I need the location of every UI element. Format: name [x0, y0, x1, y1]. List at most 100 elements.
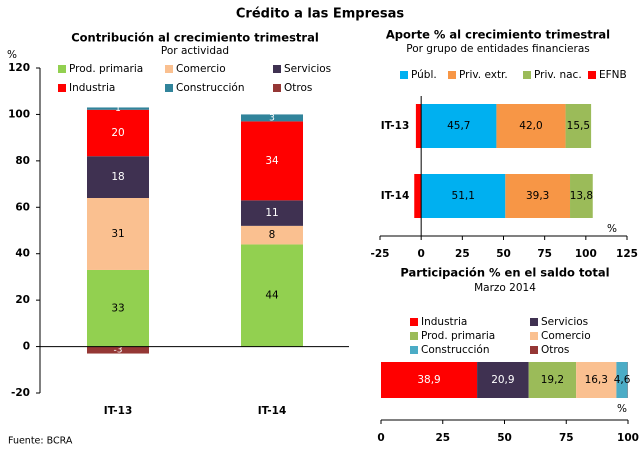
- bar-segment: [241, 121, 303, 201]
- data-label: 15,5: [567, 120, 590, 132]
- x-tick-label: 75: [559, 432, 574, 444]
- x-tick-label: 125: [616, 248, 638, 260]
- bar-segment: [241, 114, 303, 122]
- legend-swatch: [410, 318, 418, 326]
- x-tick-label: 75: [537, 248, 552, 260]
- legend-label: Priv. nac.: [534, 69, 582, 81]
- legend-label: Prod. primaria: [69, 63, 143, 75]
- legend-label: Priv. extr.: [459, 69, 508, 81]
- legend-label: Otros: [541, 344, 569, 356]
- legend-swatch: [165, 65, 173, 73]
- data-label: 39,3: [526, 190, 549, 202]
- chart-subtitle: Por grupo de entidades financieras: [406, 43, 589, 55]
- chart-subtitle: Marzo 2014: [474, 282, 536, 294]
- x-tick-label: IT-13: [104, 405, 133, 417]
- data-label: 44: [265, 290, 279, 302]
- bar-segment: [414, 174, 422, 218]
- bar-segment: [241, 200, 303, 226]
- y-tick-label: 20: [15, 294, 30, 306]
- legend-label: Comercio: [541, 330, 591, 342]
- y-tick-label: 40: [15, 248, 30, 260]
- y-tick-label: 80: [15, 155, 30, 167]
- data-label: -3: [114, 346, 123, 356]
- x-axis-label: %: [617, 403, 627, 415]
- data-label: 4,6: [614, 374, 631, 386]
- x-tick-label: 0: [377, 432, 384, 444]
- chart-subtitle: Por actividad: [161, 45, 229, 57]
- data-label: 8: [269, 229, 276, 241]
- x-tick-label: 25: [435, 432, 450, 444]
- legend-swatch: [530, 346, 538, 354]
- legend-swatch: [410, 346, 418, 354]
- data-label: 13,8: [570, 190, 593, 202]
- bar-segment: [241, 244, 303, 347]
- source: Fuente: BCRA: [8, 436, 73, 447]
- legend-label: Servicios: [541, 316, 588, 328]
- legend-label: Otros: [284, 82, 312, 94]
- legend-label: Construcción: [176, 82, 245, 94]
- bar-segment: [87, 109, 149, 157]
- y-tick-label: 120: [8, 62, 30, 74]
- bar-segment: [87, 107, 149, 110]
- y-tick-label: 100: [8, 108, 30, 120]
- data-label: 31: [111, 228, 124, 240]
- data-label: 19,2: [541, 374, 564, 386]
- x-tick-label: 0: [418, 248, 425, 260]
- data-label: 38,9: [417, 374, 440, 386]
- data-label: 34: [265, 155, 279, 167]
- legend-swatch: [58, 65, 66, 73]
- y-tick-label: -20: [11, 387, 30, 399]
- legend-swatch: [523, 71, 531, 79]
- data-label: 1: [115, 104, 121, 114]
- bar-segment: [87, 198, 149, 270]
- page-title: Crédito a las Empresas: [236, 7, 404, 22]
- bar-segment: [421, 174, 506, 218]
- x-tick-label: 50: [497, 432, 512, 444]
- legend-swatch: [530, 318, 538, 326]
- legend-swatch: [530, 332, 538, 340]
- bar-segment: [87, 156, 149, 198]
- bar-segment: [496, 104, 566, 148]
- y-tick-label: IT-13: [381, 120, 410, 132]
- legend-label: Comercio: [176, 63, 226, 75]
- data-label: 11: [265, 207, 278, 219]
- data-label: 16,3: [585, 374, 608, 386]
- y-tick-label: 60: [15, 201, 30, 213]
- legend-label: EFNB: [599, 69, 627, 81]
- x-tick-label: 100: [617, 432, 639, 444]
- legend-label: Prod. primaria: [421, 330, 495, 342]
- legend-label: Construcción: [421, 344, 490, 356]
- x-axis-label: %: [607, 223, 617, 235]
- bar-segment: [87, 269, 149, 347]
- bar-segment: [87, 346, 149, 354]
- x-tick-label: 50: [496, 248, 511, 260]
- data-label: 51,1: [452, 190, 475, 202]
- legend-swatch: [448, 71, 456, 79]
- bar-segment: [570, 174, 593, 218]
- data-label: 3: [269, 113, 275, 123]
- legend-swatch: [273, 65, 281, 73]
- x-tick-label: 100: [575, 248, 597, 260]
- x-tick-label: 25: [455, 248, 470, 260]
- y-axis-label: %: [7, 49, 17, 61]
- legend-swatch: [273, 84, 281, 92]
- legend-swatch: [410, 332, 418, 340]
- legend-label: Servicios: [284, 63, 331, 75]
- bar-segment: [477, 362, 529, 398]
- chart-title: Aporte % al crecimiento trimestral: [386, 28, 610, 42]
- legend-swatch: [400, 71, 408, 79]
- bar-segment: [576, 362, 617, 398]
- bar-segment: [421, 104, 497, 148]
- x-tick-label: -25: [371, 248, 390, 260]
- legend-swatch: [165, 84, 173, 92]
- y-tick-label: 0: [23, 341, 30, 353]
- chart-title: Contribución al crecimiento trimestral: [71, 31, 319, 45]
- x-tick-label: IT-14: [258, 405, 287, 417]
- y-tick-label: IT-14: [381, 190, 410, 202]
- data-label: 33: [111, 302, 124, 314]
- data-label: 18: [111, 171, 124, 183]
- data-label: 45,7: [447, 120, 470, 132]
- legend-label: Industria: [421, 316, 467, 328]
- bar-segment: [241, 225, 303, 245]
